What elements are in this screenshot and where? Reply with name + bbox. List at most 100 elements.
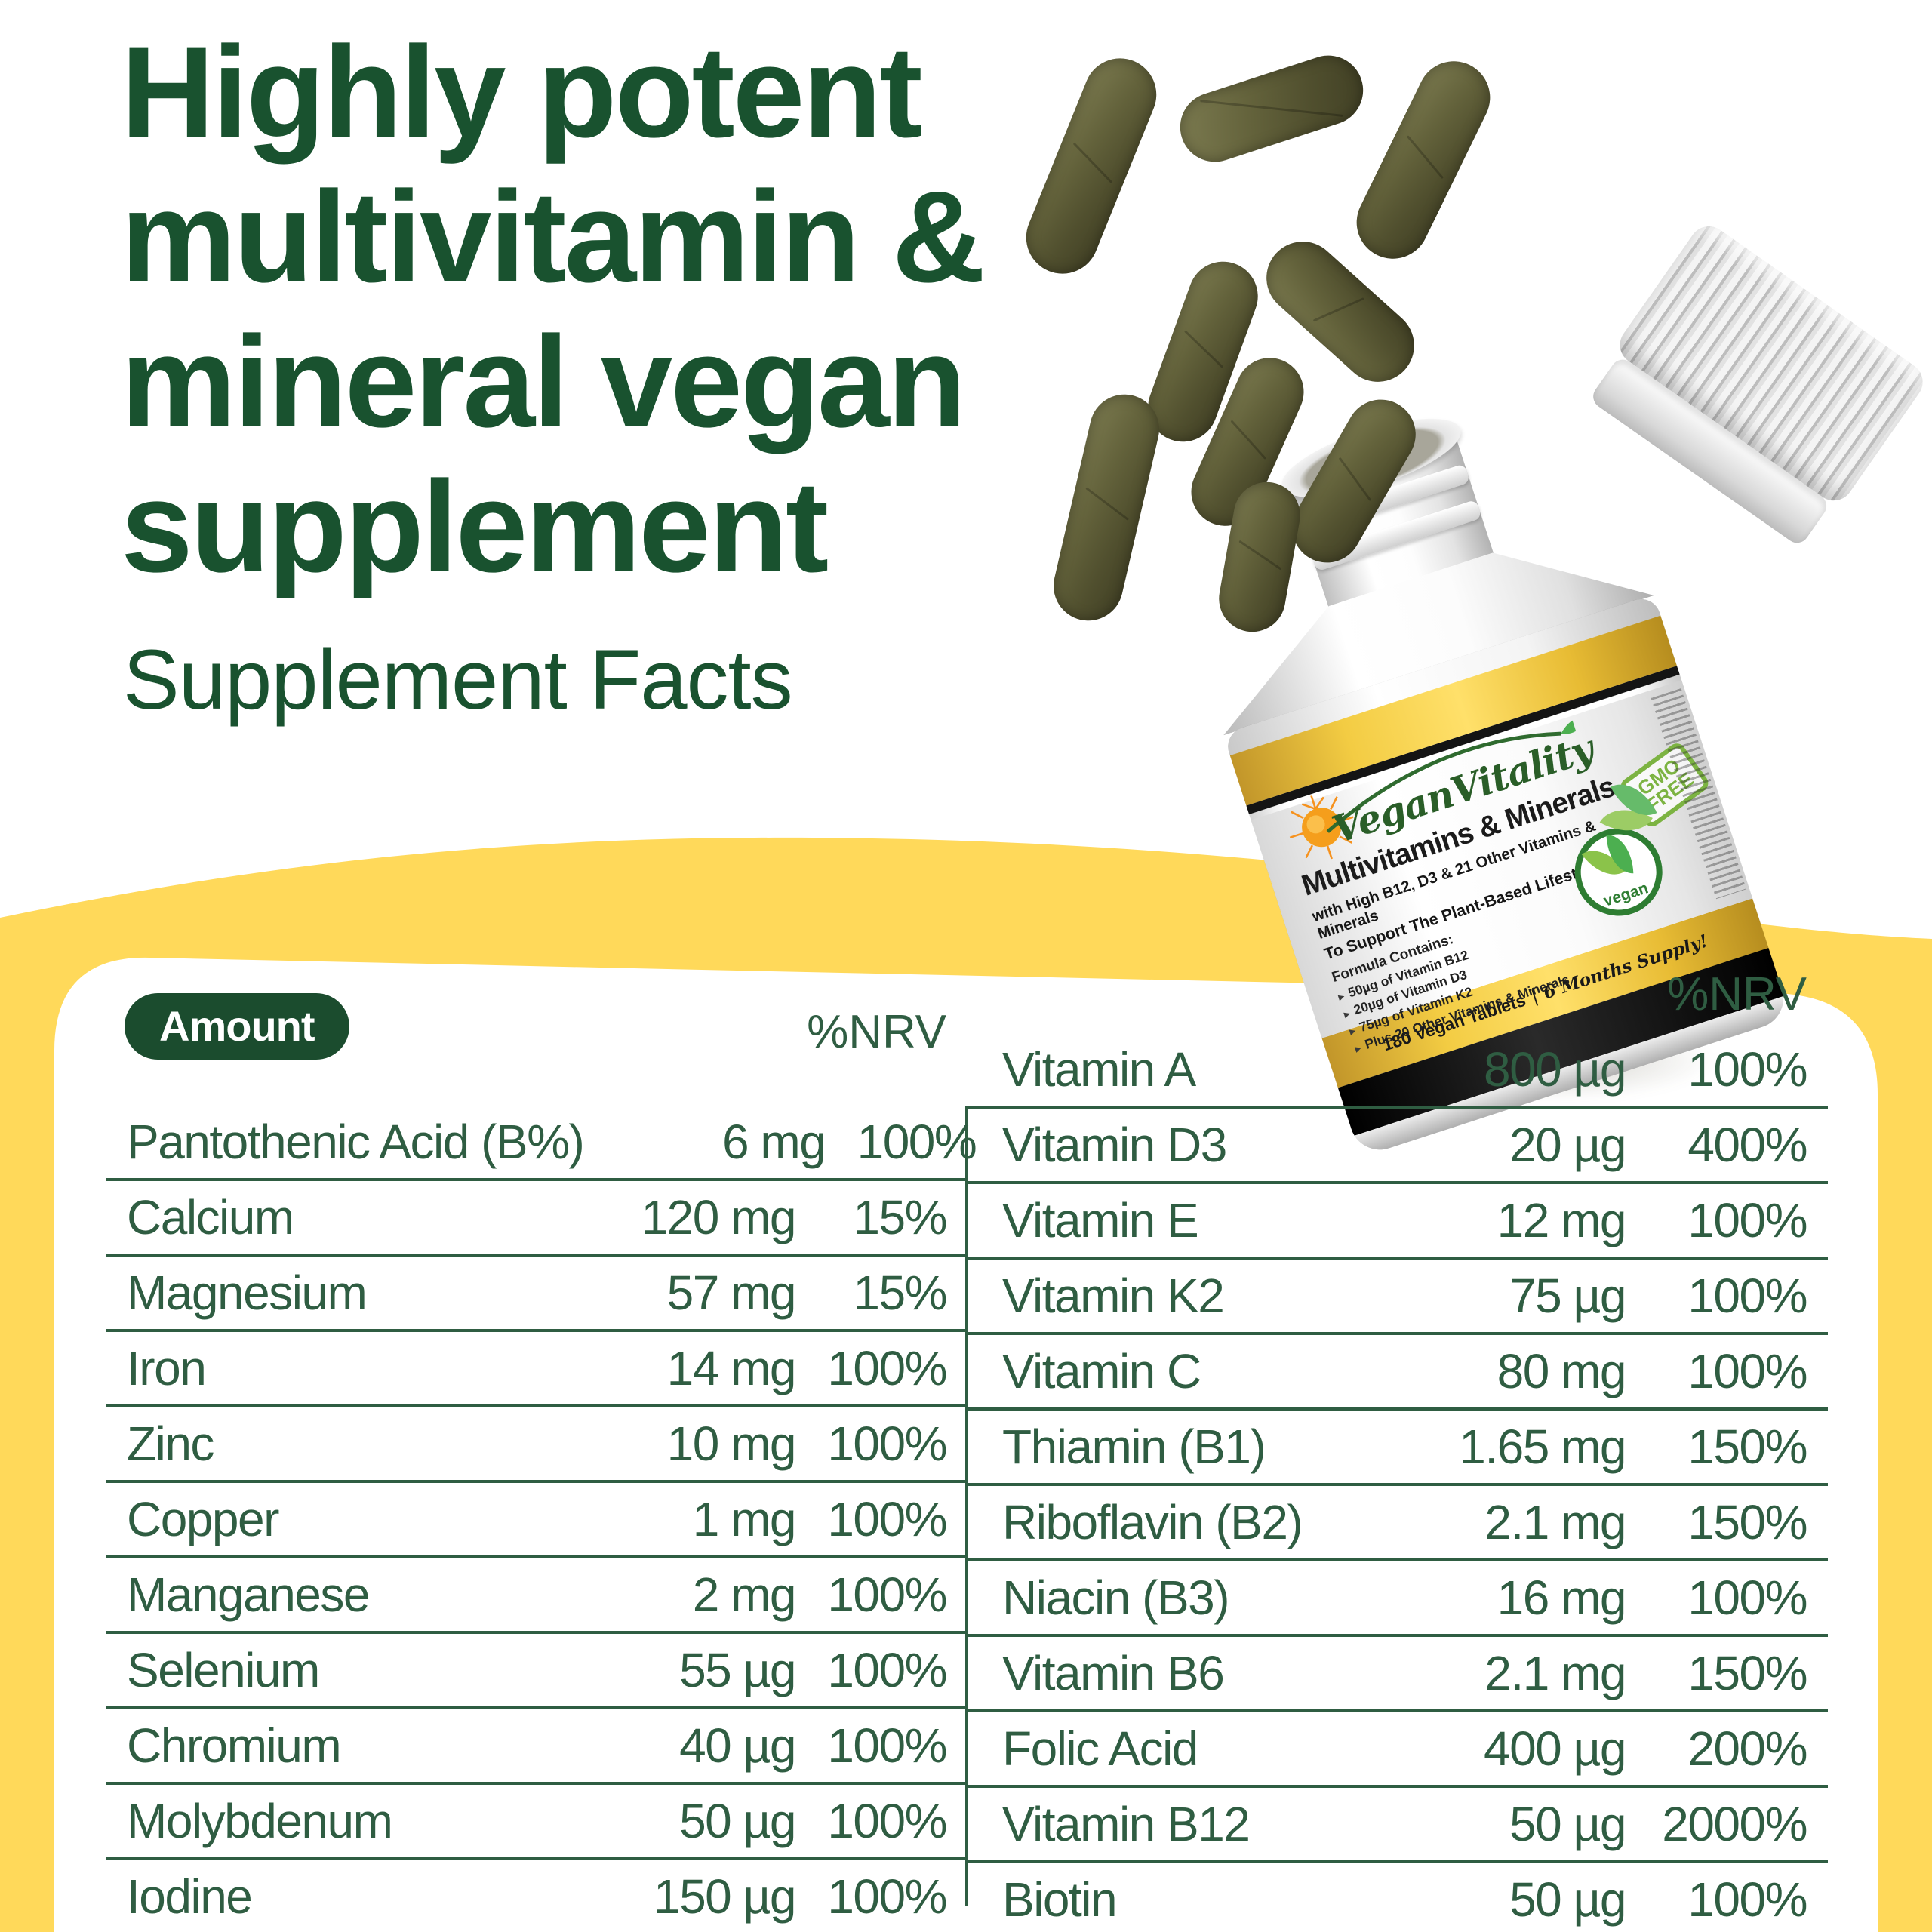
nutrient-amount: 75 µg	[1509, 1269, 1626, 1323]
nutrient-nrv: 100%	[1687, 1571, 1807, 1625]
nutrient-name: Thiamin (B1)	[1002, 1420, 1266, 1474]
headline: Highly potent multivitamin & mineral veg…	[121, 20, 986, 599]
nutrient-amount: 12 mg	[1497, 1193, 1627, 1247]
nutrient-row: Vitamin A 800 µg 100%	[968, 1033, 1828, 1109]
nutrient-amount: 40 µg	[679, 1718, 796, 1773]
nutrient-amount: 14 mg	[666, 1341, 797, 1395]
tablet-pill	[1046, 387, 1167, 628]
nutrient-amount: 6 mg	[722, 1115, 826, 1169]
nutrient-row: Manganese 2 mg 100%	[106, 1558, 968, 1634]
nutrient-nrv: 15%	[853, 1190, 947, 1244]
nutrient-name: Iodine	[127, 1869, 253, 1924]
nutrient-row: Vitamin E 12 mg 100%	[968, 1184, 1828, 1260]
nutrient-nrv: 100%	[827, 1417, 947, 1471]
nutrient-row: Calcium 120 mg 15%	[106, 1181, 968, 1257]
nutrient-row: Vitamin D3 20 µg 400%	[968, 1109, 1828, 1184]
nutrient-name: Vitamin K2	[1002, 1269, 1225, 1323]
nutrient-nrv: 100%	[1687, 1872, 1807, 1927]
nutrient-name: Selenium	[127, 1643, 320, 1697]
nutrient-nrv: 2000%	[1662, 1797, 1807, 1851]
nutrient-name: Riboflavin (B2)	[1002, 1495, 1303, 1549]
nutrient-name: Copper	[127, 1492, 279, 1546]
nutrient-name: Zinc	[127, 1417, 214, 1471]
nutrient-name: Vitamin C	[1002, 1344, 1201, 1398]
nutrient-amount: 2 mg	[692, 1567, 797, 1622]
nutrient-amount: 57 mg	[666, 1266, 797, 1320]
nutrient-nrv: 100%	[827, 1567, 947, 1622]
brand-logo: VeganVitality	[1275, 683, 1691, 868]
headline-line-1: Highly potent	[121, 20, 923, 165]
nutrient-name: Vitamin D3	[1002, 1118, 1227, 1172]
nutrient-nrv: 100%	[827, 1718, 947, 1773]
tablet-pill	[1015, 47, 1168, 285]
headline-line-3: mineral vegan	[121, 309, 967, 454]
nutrient-amount: 1.65 mg	[1459, 1420, 1626, 1474]
nutrient-row: Selenium 55 µg 100%	[106, 1634, 968, 1709]
nutrient-amount: 1 mg	[692, 1492, 797, 1546]
nutrient-row: Pantothenic Acid (B%) 6 mg 100%	[106, 1106, 977, 1181]
nrv-header-right: %NRV	[1667, 968, 1807, 1020]
nutrient-nrv: 100%	[827, 1794, 947, 1848]
nutrient-name: Biotin	[1002, 1872, 1118, 1927]
nutrient-nrv: 150%	[1687, 1420, 1807, 1474]
column-divider	[965, 1106, 968, 1906]
nutrient-nrv: 100%	[827, 1643, 947, 1697]
nutrient-row: Folic Acid 400 µg 200%	[968, 1712, 1828, 1788]
nutrient-name: Vitamin B6	[1002, 1646, 1225, 1700]
facts-subtitle: Supplement Facts	[123, 632, 793, 727]
nutrient-nrv: 100%	[1687, 1193, 1807, 1247]
nutrient-nrv: 150%	[1687, 1495, 1807, 1549]
nutrient-nrv: 100%	[1687, 1042, 1807, 1097]
nutrient-row: Thiamin (B1) 1.65 mg 150%	[968, 1411, 1828, 1486]
bottle-body: VeganVitality Multivitamins & Minerals w…	[1223, 594, 1792, 1158]
nutrient-nrv: 200%	[1687, 1721, 1807, 1776]
nutrient-amount: 150 µg	[653, 1869, 797, 1924]
vitamins-column: Vitamin A 800 µg 100% Vitamin D3 20 µg 4…	[968, 1033, 1828, 1932]
nrv-header-left: %NRV	[807, 1006, 946, 1058]
nutrient-row: Riboflavin (B2) 2.1 mg 150%	[968, 1486, 1828, 1561]
nutrient-amount: 2.1 mg	[1484, 1495, 1626, 1549]
nutrient-amount: 120 mg	[641, 1190, 797, 1244]
nutrient-name: Magnesium	[127, 1266, 368, 1320]
nutrient-row: Biotin 50 µg 100%	[968, 1863, 1828, 1932]
nutrient-name: Calcium	[127, 1190, 294, 1244]
nutrient-row: Vitamin B12 50 µg 2000%	[968, 1788, 1828, 1863]
supplement-bottle: VeganVitality Multivitamins & Minerals w…	[1137, 367, 1806, 1162]
nutrient-row: Molybdenum 50 µg 100%	[106, 1785, 968, 1860]
nutrient-amount: 55 µg	[679, 1643, 796, 1697]
nutrient-row: Vitamin B6 2.1 mg 150%	[968, 1637, 1828, 1712]
headline-line-2: multivitamin &	[121, 165, 986, 309]
nutrient-name: Chromium	[127, 1718, 342, 1773]
nutrient-name: Molybdenum	[127, 1794, 393, 1848]
nutrient-amount: 50 µg	[1509, 1872, 1626, 1927]
nutrient-amount: 50 µg	[1509, 1797, 1626, 1851]
nutrient-amount: 2.1 mg	[1484, 1646, 1626, 1700]
nutrient-row: Iodine 150 µg 100%	[106, 1860, 968, 1932]
nutrient-nrv: 100%	[1687, 1344, 1807, 1398]
nutrient-row: Copper 1 mg 100%	[106, 1483, 968, 1558]
nutrient-nrv: 100%	[1687, 1269, 1807, 1323]
amount-per-serving-badge: Amount per Serving	[125, 993, 349, 1183]
nutrient-nrv: 100%	[827, 1492, 947, 1546]
nutrient-name: Folic Acid	[1002, 1721, 1198, 1776]
nutrient-amount: 50 µg	[679, 1794, 796, 1848]
nutrient-row: Zinc 10 mg 100%	[106, 1407, 968, 1483]
nutrient-name: Vitamin A	[1002, 1042, 1196, 1097]
nutrient-row: Niacin (B3) 16 mg 100%	[968, 1561, 1828, 1637]
tablet-pill	[1171, 46, 1373, 171]
nutrient-nrv: 100%	[827, 1341, 947, 1395]
nutrient-row: Vitamin K2 75 µg 100%	[968, 1260, 1828, 1335]
nutrient-amount: 20 µg	[1509, 1118, 1626, 1172]
nutrient-nrv: 100%	[827, 1869, 947, 1924]
nutrient-nrv: 400%	[1687, 1118, 1807, 1172]
tablet-pill	[1344, 49, 1503, 271]
nutrient-name: Niacin (B3)	[1002, 1571, 1230, 1625]
nutrient-amount: 80 mg	[1497, 1344, 1627, 1398]
nutrient-name: Manganese	[127, 1567, 370, 1622]
nutrient-row: Vitamin C 80 mg 100%	[968, 1335, 1828, 1411]
nutrient-nrv: 150%	[1687, 1646, 1807, 1700]
minerals-column: Pantothenic Acid (B%) 6 mg 100% Calcium …	[106, 1106, 977, 1932]
nutrient-amount: 16 mg	[1497, 1571, 1627, 1625]
front-label: VeganVitality Multivitamins & Minerals w…	[1251, 680, 1753, 1055]
